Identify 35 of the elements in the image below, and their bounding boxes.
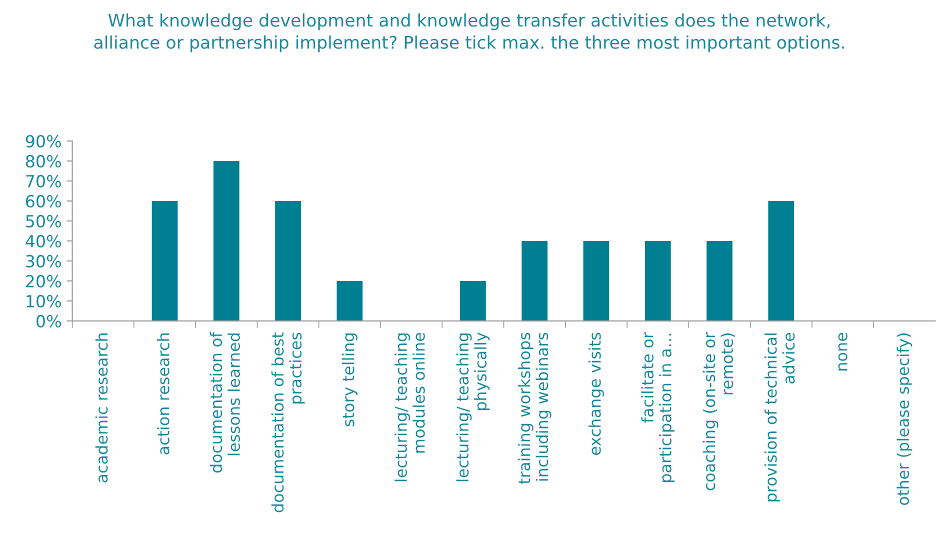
- x-tick-label: provision of technical advice: [764, 332, 795, 502]
- x-tick-label: training workshops including webinars: [518, 332, 552, 484]
- x-tick-label: story telling: [342, 333, 358, 426]
- y-tick-label: 40%: [26, 234, 61, 248]
- x-tick-label: other (please specify): [896, 333, 912, 505]
- x-tick-label: action research: [157, 333, 170, 454]
- y-tick-label: 90%: [26, 134, 61, 148]
- x-tick-label: documentation of best practices: [271, 332, 305, 512]
- chart-title: What knowledge development and knowledge transfer activities does the network, alliance or partnership implement? Please tick max. the three most important options.: [94, 13, 844, 52]
- y-tick-label: 30%: [26, 254, 61, 268]
- bar: [644, 240, 671, 321]
- y-tick-label: 80%: [26, 154, 61, 168]
- x-tick-label: lecturing/ teaching physically: [456, 332, 490, 482]
- bar: [522, 240, 548, 321]
- y-tick-label: 70%: [26, 174, 61, 188]
- bar: [213, 160, 240, 321]
- bar: [706, 240, 732, 321]
- bar: [336, 280, 363, 321]
- bar: [460, 280, 486, 321]
- x-tick-label: documentation of lessons learned: [210, 332, 240, 473]
- x-tick-label: facilitate or participation in a…: [641, 332, 675, 482]
- y-tick-label: 0%: [36, 314, 61, 328]
- x-tick-label: exchange visits: [588, 332, 604, 455]
- y-tick-label: 50%: [26, 214, 61, 228]
- y-tick-label: 60%: [26, 194, 61, 208]
- bar: [768, 200, 794, 321]
- x-tick-label: none: [838, 332, 848, 370]
- bar: [583, 240, 610, 321]
- y-tick-label: 10%: [26, 294, 61, 308]
- x-tick-label: lecturing/ teaching modules online: [394, 332, 425, 482]
- bar: [275, 200, 301, 321]
- x-tick-label: coaching (on-site or remote): [702, 332, 735, 490]
- y-tick-label: 20%: [26, 274, 61, 288]
- x-tick-label: academic research: [95, 333, 108, 482]
- bar: [152, 200, 178, 321]
